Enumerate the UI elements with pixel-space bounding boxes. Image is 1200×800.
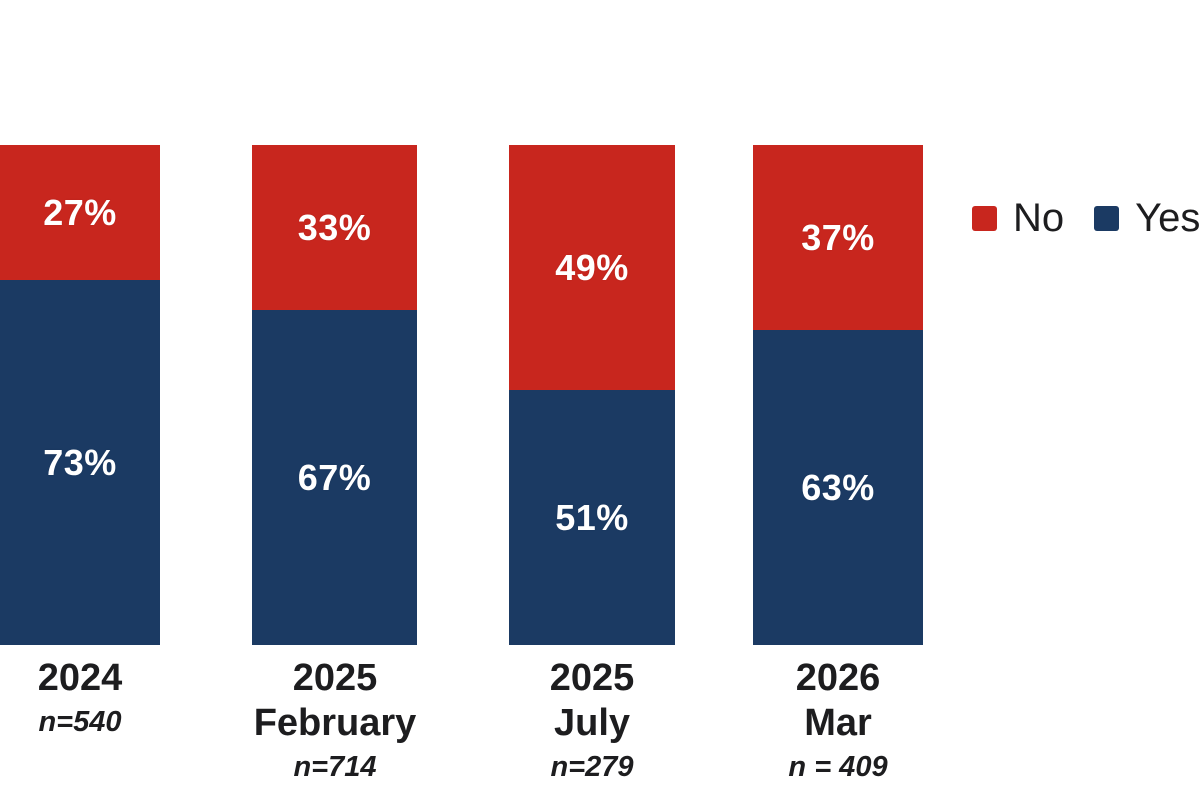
bar-2025-july-no-segment: 49% bbox=[509, 145, 675, 390]
bar-2025-february-no-value-label: 33% bbox=[297, 206, 372, 248]
legend-item-no: No bbox=[972, 198, 1064, 238]
bar-2024-no-value-label: 27% bbox=[43, 191, 117, 233]
legend: No Yes bbox=[972, 198, 1200, 238]
bar-2024-yes-value-label: 73% bbox=[43, 441, 117, 483]
legend-item-yes: Yes bbox=[1094, 198, 1200, 238]
bar-2026-mar-no-segment: 37% bbox=[753, 145, 923, 330]
axis-label-2025-february: 2025 February n=714 bbox=[205, 656, 465, 786]
legend-swatch-yes-icon bbox=[1094, 205, 1120, 231]
legend-label-no: No bbox=[1013, 196, 1065, 240]
axis-label-2025-july-year: 2025 bbox=[549, 657, 635, 699]
axis-label-2026-mar-year: 2026 bbox=[795, 657, 881, 699]
legend-swatch-no-icon bbox=[972, 205, 997, 231]
bar-2026-mar-yes-segment: 63% bbox=[753, 330, 923, 645]
bar-2025-february: 33% 67% bbox=[252, 145, 417, 645]
bar-2025-july-yes-value-label: 51% bbox=[555, 496, 629, 538]
axis-label-2025-july-month: July bbox=[553, 702, 631, 744]
bar-2026-mar: 37% 63% bbox=[753, 145, 923, 645]
axis-label-2026-mar: 2026 Mar n = 409 bbox=[708, 656, 968, 786]
axis-label-2024-n: n=540 bbox=[38, 706, 122, 738]
axis-label-2025-july: 2025 July n=279 bbox=[462, 656, 722, 786]
legend-label-yes: Yes bbox=[1135, 196, 1200, 240]
bar-2025-february-yes-value-label: 67% bbox=[297, 456, 372, 498]
bar-2025-february-yes-segment: 67% bbox=[252, 310, 417, 645]
axis-label-2024-year: 2024 bbox=[37, 657, 123, 699]
axis-label-2026-mar-n: n = 409 bbox=[788, 751, 888, 783]
axis-label-2024: 2024 n=540 bbox=[0, 656, 210, 741]
bar-2025-february-no-segment: 33% bbox=[252, 145, 417, 310]
bar-2025-july-no-value-label: 49% bbox=[555, 246, 629, 288]
bar-2024: 27% 73% bbox=[0, 145, 160, 645]
axis-label-2025-july-n: n=279 bbox=[550, 751, 634, 783]
axis-label-2025-february-year: 2025 bbox=[292, 657, 378, 699]
axis-label-2025-february-n: n=714 bbox=[293, 751, 377, 783]
bar-2026-mar-yes-value-label: 63% bbox=[801, 466, 875, 508]
bar-2026-mar-no-value-label: 37% bbox=[801, 216, 875, 258]
axis-label-2026-mar-month: Mar bbox=[804, 702, 872, 744]
bar-2024-yes-segment: 73% bbox=[0, 280, 160, 645]
bar-2025-july: 49% 51% bbox=[509, 145, 675, 645]
axis-label-2025-february-month: February bbox=[253, 702, 417, 744]
bar-2024-no-segment: 27% bbox=[0, 145, 160, 280]
bar-2025-july-yes-segment: 51% bbox=[509, 390, 675, 645]
